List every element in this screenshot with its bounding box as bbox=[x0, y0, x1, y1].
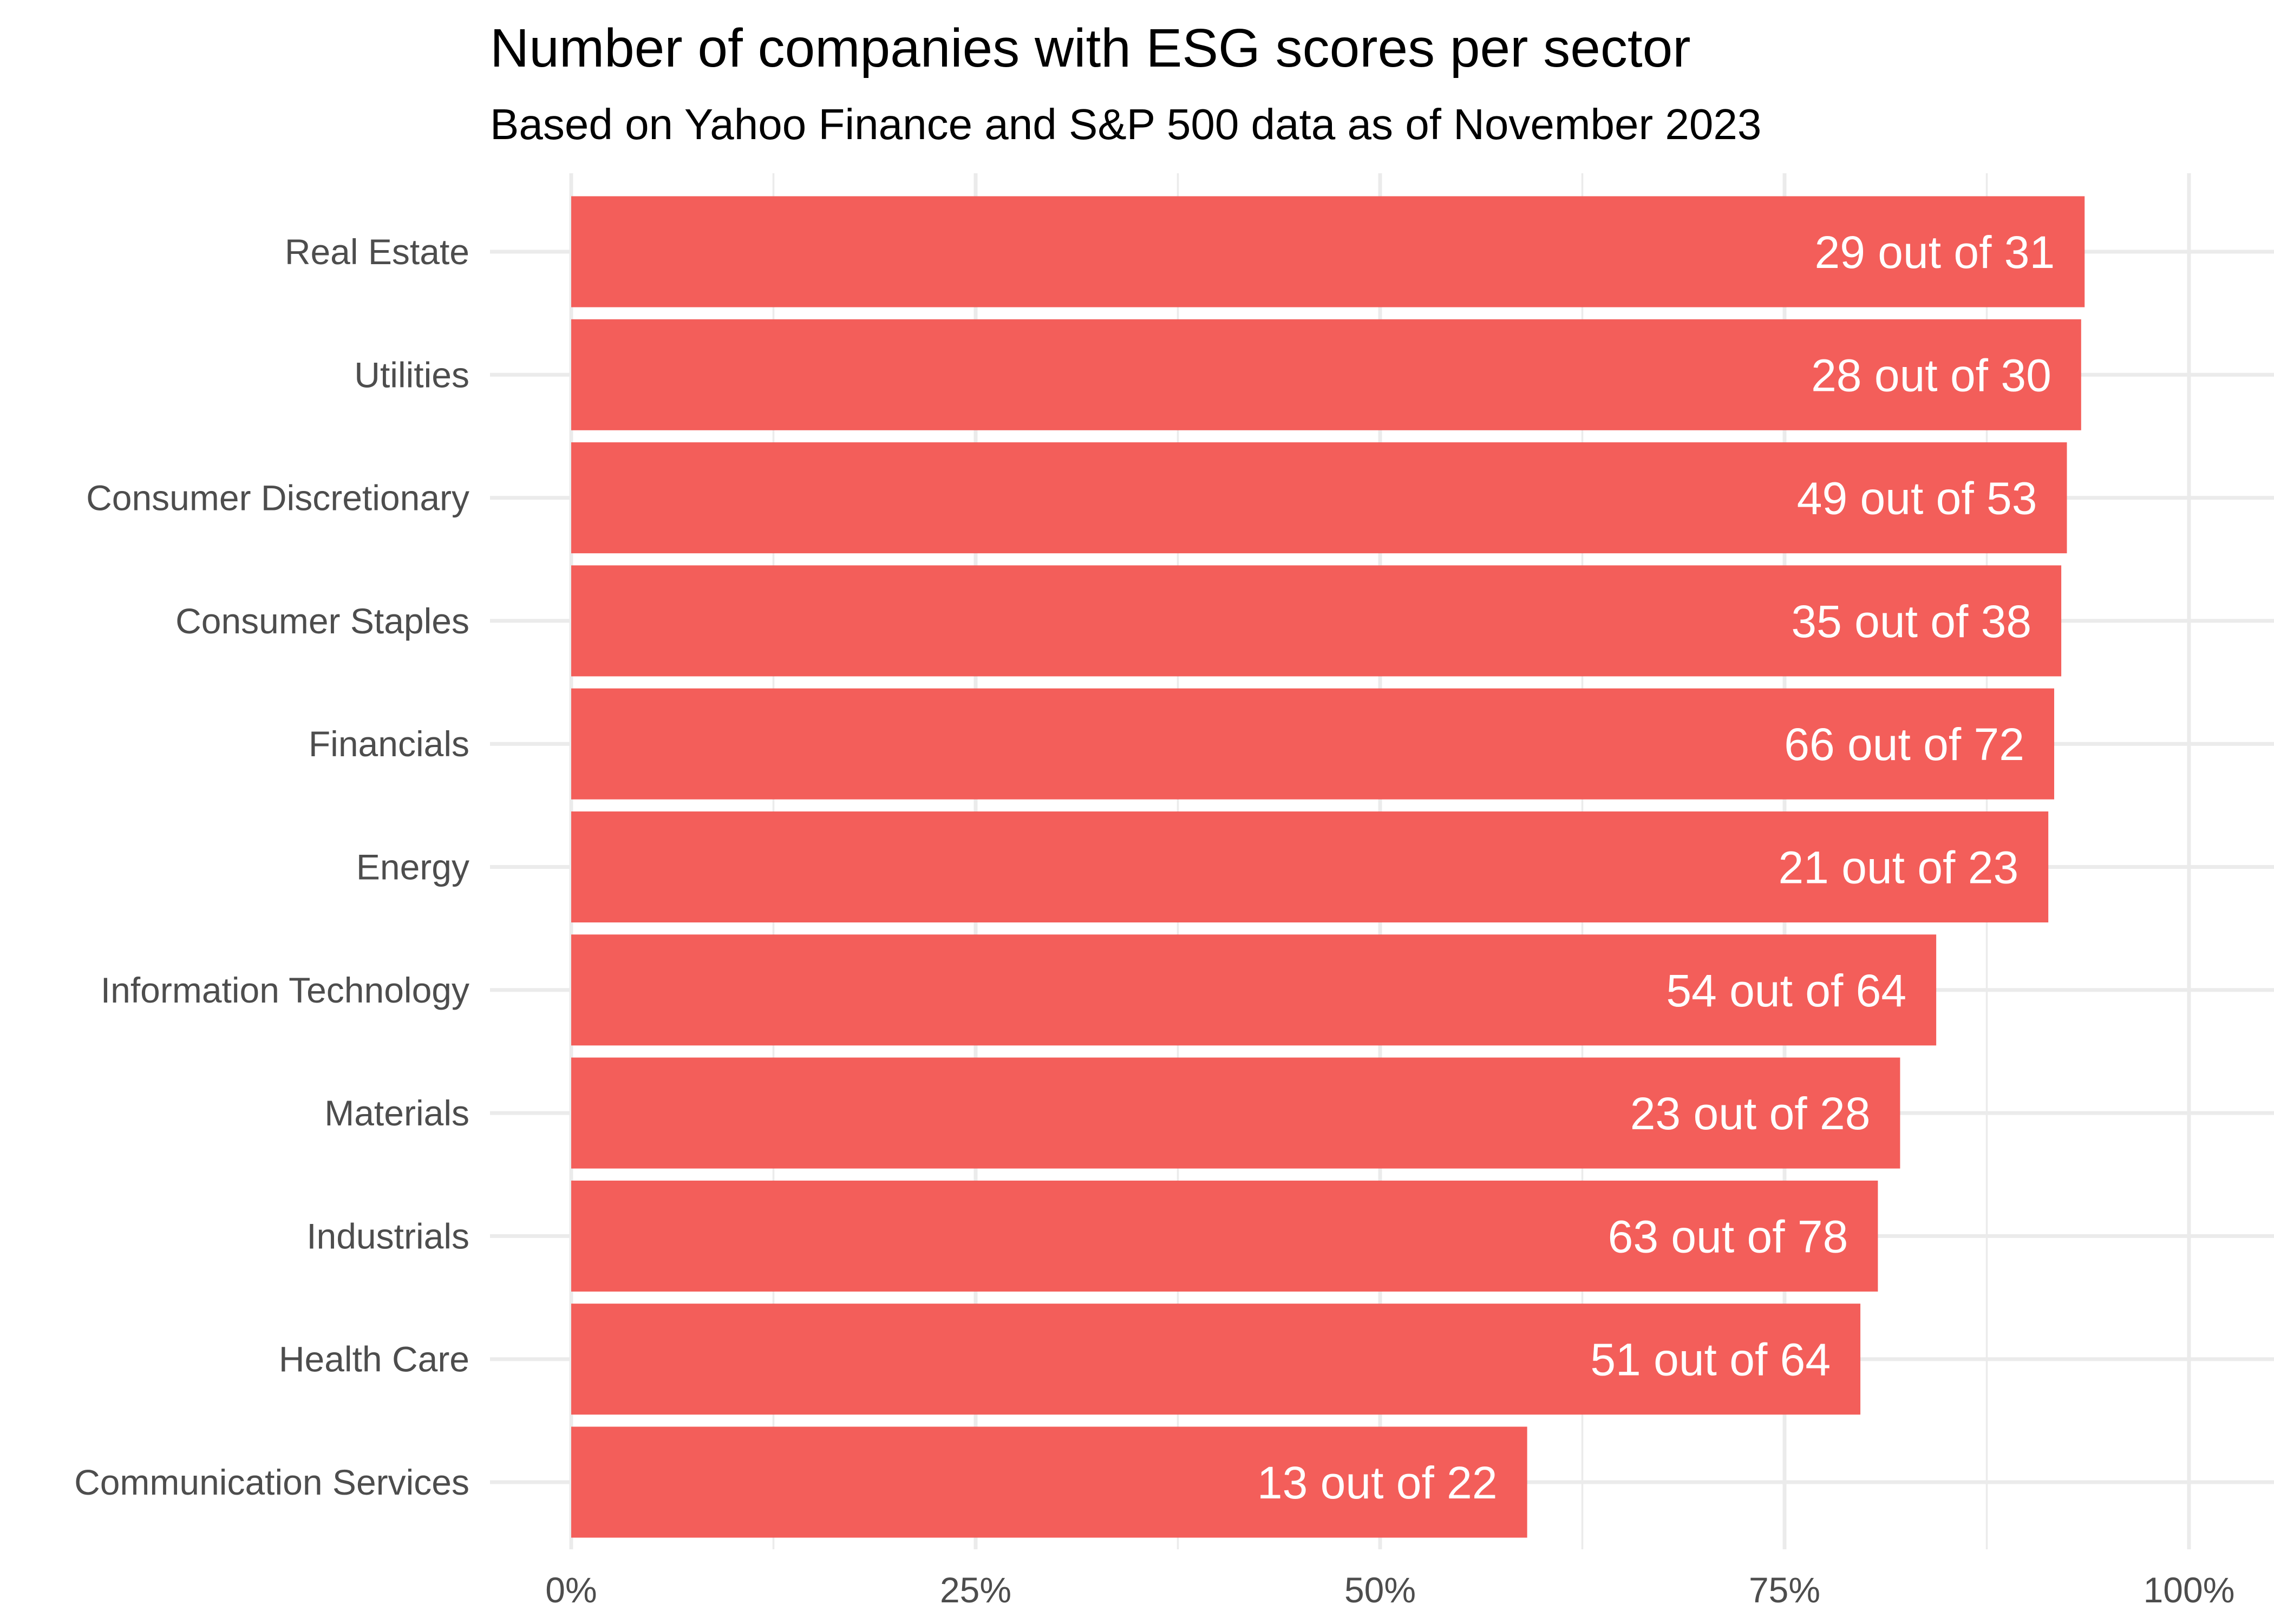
x-axis-ticks: 0% 25% 50% 75% 100% bbox=[545, 1570, 2234, 1610]
bar bbox=[571, 1057, 1900, 1169]
x-tick-label: 75% bbox=[1749, 1570, 1820, 1610]
bars bbox=[571, 196, 2085, 1538]
bar-value-label: 66 out of 72 bbox=[1784, 719, 2024, 770]
category-label: Information Technology bbox=[101, 970, 469, 1010]
bar-value-label: 28 out of 30 bbox=[1811, 350, 2051, 401]
bar-value-label: 49 out of 53 bbox=[1797, 473, 2037, 524]
category-labels: Real Estate Utilities Consumer Discretiona… bbox=[74, 232, 469, 1502]
category-label: Industrials bbox=[306, 1216, 469, 1256]
category-label: Utilities bbox=[354, 355, 469, 395]
category-label: Health Care bbox=[279, 1339, 469, 1379]
bar bbox=[571, 811, 2049, 922]
bar bbox=[571, 1304, 1861, 1415]
bar-value-label: 21 out of 23 bbox=[1778, 842, 2018, 893]
bar-value-label: 51 out of 64 bbox=[1590, 1334, 1831, 1385]
x-tick-label: 50% bbox=[1344, 1570, 1416, 1610]
bar bbox=[571, 688, 2054, 800]
category-label: Communication Services bbox=[74, 1462, 469, 1502]
bar bbox=[571, 1180, 1878, 1292]
chart-subtitle: Based on Yahoo Finance and S&P 500 data … bbox=[490, 100, 1761, 148]
bar bbox=[571, 565, 2062, 677]
bar-value-label: 35 out of 38 bbox=[1791, 596, 2031, 647]
bar-value-label: 63 out of 78 bbox=[1608, 1211, 1848, 1262]
x-tick-label: 25% bbox=[940, 1570, 1011, 1610]
bar bbox=[571, 196, 2085, 307]
bar-value-label: 13 out of 22 bbox=[1257, 1457, 1498, 1508]
bar-value-label: 54 out of 64 bbox=[1666, 965, 1906, 1016]
x-tick-label: 0% bbox=[545, 1570, 597, 1610]
x-tick-label: 100% bbox=[2144, 1570, 2235, 1610]
bar bbox=[571, 442, 2067, 554]
bar-value-label: 29 out of 31 bbox=[1815, 227, 2055, 278]
category-label: Energy bbox=[356, 847, 469, 887]
bar bbox=[571, 319, 2081, 430]
category-label: Financials bbox=[309, 724, 469, 764]
category-label: Real Estate bbox=[285, 232, 469, 272]
bar-labels: 29 out of 31 28 out of 30 49 out of 53 35 o… bbox=[1257, 227, 2055, 1508]
bar-value-label: 23 out of 28 bbox=[1630, 1088, 1871, 1139]
category-label: Consumer Staples bbox=[175, 601, 469, 641]
category-label: Consumer Discretionary bbox=[86, 478, 469, 518]
chart-title: Number of companies with ESG scores per … bbox=[490, 18, 1691, 78]
bar bbox=[571, 1426, 1527, 1538]
category-label: Materials bbox=[324, 1093, 469, 1133]
bar bbox=[571, 934, 1937, 1046]
